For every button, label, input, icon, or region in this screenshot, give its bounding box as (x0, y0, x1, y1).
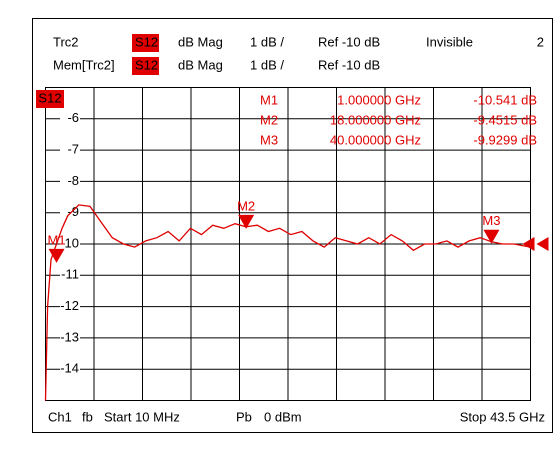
footer-text: 0 dBm (264, 409, 302, 424)
trace (44, 204, 531, 401)
tick-label-bg (60, 143, 80, 158)
marker-table-value: -10.541 dB (473, 92, 537, 107)
marker-name: M1 (48, 232, 66, 247)
header-text: Ref -10 dB (318, 57, 380, 72)
y-tick-label: -7 (67, 142, 79, 157)
marker-table-x: 18.000000 GHz (330, 112, 421, 127)
header-text: dB Mag (178, 34, 223, 49)
y-tick-label: -12 (60, 298, 79, 313)
footer-text: fb (82, 409, 93, 424)
marker-table-x: 1.000000 GHz (337, 92, 421, 107)
y-tick-label: -13 (60, 329, 79, 344)
tick-label-bg (60, 330, 80, 345)
marker-table-name: M2 (260, 112, 278, 127)
header-text: 1 dB / (250, 34, 284, 49)
screen-frame (32, 18, 553, 433)
marker-table-name: M1 (260, 92, 278, 107)
footer-text: Start 10 MHz (104, 409, 180, 424)
y-tick-label: -9 (67, 204, 79, 219)
marker-table-x: 40.000000 GHz (330, 132, 421, 147)
y-tick-label: -10 (60, 235, 79, 250)
header-text: Trc2 (53, 34, 79, 49)
header-text: S12 (135, 34, 158, 49)
trace-label: S12 (38, 90, 61, 105)
trace-badge (132, 57, 159, 75)
ref-level-arrow (536, 237, 549, 251)
y-tick-label: -11 (61, 267, 79, 282)
marker-name: M3 (482, 213, 500, 228)
marker-triangle (48, 248, 65, 263)
header-text: dB Mag (178, 57, 223, 72)
footer-text: Ch1 (48, 409, 72, 424)
tick-label-bg (60, 174, 80, 189)
header-text: S12 (135, 57, 158, 72)
header-text: Invisible (426, 34, 473, 49)
footer-text: Pb (236, 409, 252, 424)
marker-name: M2 (237, 198, 255, 213)
trace-label-bg (36, 90, 64, 108)
header-text: Mem[Trc2] (53, 57, 115, 72)
tick-label-bg (60, 362, 80, 377)
marker-table-name: M3 (260, 132, 278, 147)
trace-badge (132, 34, 159, 52)
marker-triangle (238, 214, 255, 229)
y-tick-label: -8 (67, 173, 79, 188)
y-tick-label: -14 (60, 361, 79, 376)
header-text: Ref -10 dB (318, 34, 380, 49)
tick-label-bg (60, 111, 80, 126)
footer-text: Stop 43.5 GHz (460, 409, 545, 424)
tick-label-bg (60, 268, 80, 283)
tick-label-bg (60, 237, 80, 251)
marker-table-value: -9.4515 dB (473, 112, 537, 127)
marker-table-value: -9.9299 dB (473, 132, 537, 147)
ref-level-arrow (522, 237, 535, 251)
tick-label-bg (60, 299, 80, 314)
marker-triangle (483, 229, 500, 244)
header-text: 2 (537, 34, 544, 49)
header-text: 1 dB / (250, 57, 284, 72)
y-tick-label: -6 (67, 110, 79, 125)
